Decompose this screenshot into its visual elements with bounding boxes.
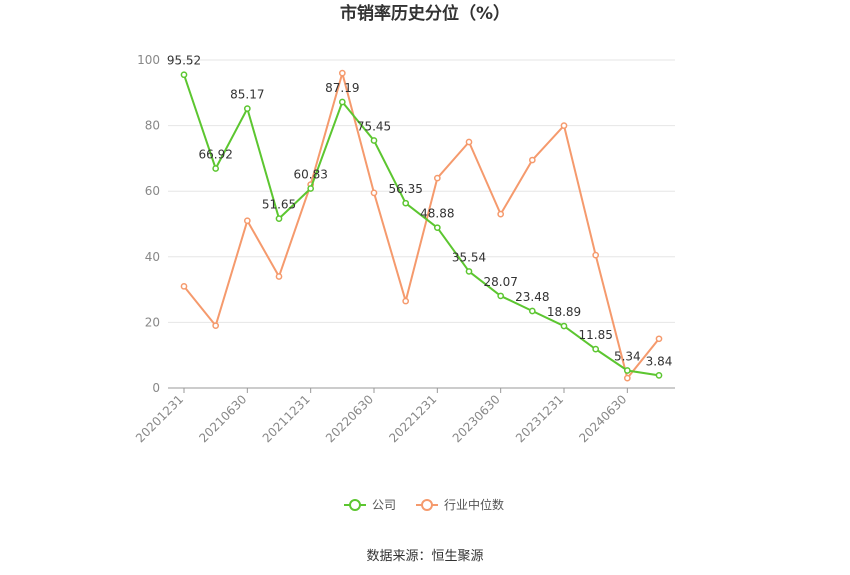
data-label-20210930: 51.65 <box>262 198 296 212</box>
series-公司 <box>180 71 663 379</box>
data-point-公司-20231231 <box>560 322 568 330</box>
x-tick-label-20211231: 20211231 <box>260 392 313 445</box>
data-point-公司-20240930 <box>655 372 663 379</box>
data-point-公司-20240630 <box>623 367 631 374</box>
data-point-行业中位数-20240930 <box>655 335 663 343</box>
data-point-公司-20220930 <box>402 199 410 207</box>
data-point-行业中位数-20230930 <box>528 156 536 164</box>
legend-label-行业中位数: 行业中位数 <box>444 497 504 512</box>
y-tick-label-0: 0 <box>152 381 160 395</box>
data-point-行业中位数-20230331 <box>465 138 473 146</box>
data-point-公司-20201231 <box>180 71 188 79</box>
data-point-公司-20230331 <box>465 268 473 275</box>
data-point-行业中位数-20220630 <box>370 189 378 197</box>
data-point-行业中位数-20220930 <box>402 297 410 305</box>
data-labels: 95.52 66.92 85.17 51.65 60.83 87.19 75.45 56.35… <box>167 54 673 369</box>
data-point-公司-20221231 <box>433 224 441 232</box>
y-tick-label-20: 20 <box>145 315 160 329</box>
data-label-20211231: 60.83 <box>293 167 327 181</box>
data-point-公司-20240331 <box>592 345 600 353</box>
data-point-行业中位数-20240331 <box>592 251 600 259</box>
data-label-20221231: 48.88 <box>420 207 454 221</box>
data-point-公司-20211231 <box>307 185 315 192</box>
y-tick-label-100: 100 <box>137 53 160 67</box>
legend-item-公司[interactable]: 公司 <box>344 498 396 512</box>
legend-marker-公司 <box>349 499 361 511</box>
legend-label-公司: 公司 <box>372 498 396 512</box>
data-point-公司-20210630 <box>243 105 251 112</box>
data-point-行业中位数-20231231 <box>560 122 568 129</box>
data-point-行业中位数-20201231 <box>180 282 188 290</box>
y-tick-label-60: 60 <box>145 184 160 198</box>
data-label-20230331: 35.54 <box>452 250 486 264</box>
data-label-20220331: 87.19 <box>325 81 359 95</box>
data-label-20210630: 85.17 <box>230 88 264 102</box>
data-label-20231231: 18.89 <box>547 305 581 319</box>
data-point-行业中位数-20230630 <box>497 210 505 218</box>
data-label-20230630: 28.07 <box>483 275 517 289</box>
x-tick-label-20240630: 20240630 <box>576 392 629 445</box>
x-tick-label-20220630: 20220630 <box>323 392 376 445</box>
source-note: 数据来源：恒生聚源 <box>366 549 483 564</box>
data-label-20210331: 66.92 <box>198 148 232 162</box>
x-tick-label-20201231: 20201231 <box>133 392 186 445</box>
data-point-行业中位数-20210930 <box>275 273 283 280</box>
data-label-20230930: 23.48 <box>515 290 549 304</box>
series-行业中位数 <box>180 69 663 382</box>
data-point-公司-20210930 <box>275 215 283 222</box>
data-point-公司-20220630 <box>370 137 378 144</box>
data-point-公司-20230630 <box>497 292 505 300</box>
x-tick-label-20230630: 20230630 <box>450 392 503 445</box>
x-tick-label-20210630: 20210630 <box>196 392 249 445</box>
x-tick-label-20221231: 20221231 <box>386 392 439 445</box>
data-label-20220930: 56.35 <box>388 182 422 196</box>
data-label-20240630: 5.34 <box>614 349 641 363</box>
data-point-行业中位数-20220331 <box>338 69 346 77</box>
series-line-公司 <box>183 74 660 377</box>
y-tick-label-80: 80 <box>145 119 160 133</box>
data-label-20240331: 11.85 <box>578 328 612 342</box>
data-point-公司-20210331 <box>212 165 220 172</box>
data-label-20240930: 3.84 <box>646 354 673 368</box>
series-group <box>180 69 663 382</box>
data-point-公司-20230930 <box>528 307 536 315</box>
legend[interactable]: 公司 行业中位数 <box>344 497 504 512</box>
legend-marker-行业中位数 <box>421 499 433 511</box>
data-point-行业中位数-20210331 <box>212 322 220 330</box>
data-point-行业中位数-20210630 <box>243 217 251 225</box>
data-point-行业中位数-20240630 <box>623 374 631 382</box>
data-point-公司-20220331 <box>338 98 346 106</box>
x-tick-label-20231231: 20231231 <box>513 392 566 445</box>
chart-title: 市销率历史分位（%） <box>340 3 510 24</box>
series-line-行业中位数 <box>183 72 660 380</box>
y-tick-label-40: 40 <box>145 250 160 264</box>
legend-item-行业中位数[interactable]: 行业中位数 <box>416 497 504 512</box>
data-label-20220630: 75.45 <box>357 120 391 134</box>
data-point-行业中位数-20221231 <box>433 174 441 182</box>
data-label-20201231: 95.52 <box>167 54 201 68</box>
